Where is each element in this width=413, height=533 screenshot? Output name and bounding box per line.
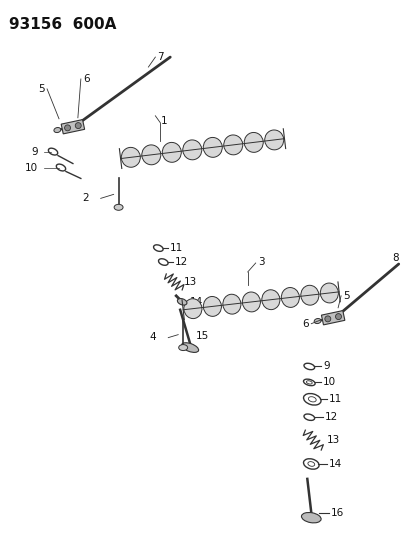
- Ellipse shape: [183, 298, 202, 319]
- Ellipse shape: [203, 138, 222, 157]
- Ellipse shape: [261, 290, 279, 310]
- Ellipse shape: [54, 127, 61, 133]
- Text: 3: 3: [257, 257, 263, 267]
- Text: 11: 11: [170, 243, 183, 253]
- Text: 10: 10: [323, 377, 335, 387]
- Text: 5: 5: [38, 84, 45, 94]
- Ellipse shape: [178, 345, 187, 351]
- Text: 9: 9: [323, 361, 329, 372]
- Circle shape: [75, 123, 81, 128]
- Polygon shape: [61, 119, 84, 134]
- Ellipse shape: [142, 145, 160, 165]
- Ellipse shape: [203, 296, 221, 317]
- Ellipse shape: [301, 513, 320, 523]
- Text: 11: 11: [328, 394, 342, 405]
- Polygon shape: [320, 311, 344, 325]
- Circle shape: [335, 313, 341, 320]
- Text: 14: 14: [328, 459, 342, 469]
- Circle shape: [324, 316, 330, 322]
- Ellipse shape: [177, 298, 187, 305]
- Text: 93156  600A: 93156 600A: [9, 17, 116, 33]
- Ellipse shape: [313, 319, 320, 324]
- Ellipse shape: [242, 292, 260, 312]
- Ellipse shape: [244, 133, 263, 152]
- Ellipse shape: [162, 142, 181, 162]
- Ellipse shape: [281, 287, 299, 308]
- Ellipse shape: [320, 283, 337, 303]
- Ellipse shape: [264, 130, 283, 150]
- Ellipse shape: [183, 140, 201, 160]
- Text: 2: 2: [82, 193, 88, 204]
- Ellipse shape: [121, 148, 140, 167]
- Circle shape: [64, 125, 70, 131]
- Text: 5: 5: [342, 291, 349, 301]
- Ellipse shape: [223, 135, 242, 155]
- Text: 13: 13: [184, 277, 197, 287]
- Text: 8: 8: [391, 253, 397, 263]
- Ellipse shape: [300, 285, 318, 305]
- Text: 6: 6: [302, 319, 309, 329]
- Text: 7: 7: [157, 52, 164, 62]
- Text: 16: 16: [330, 508, 344, 518]
- Ellipse shape: [114, 204, 123, 211]
- Text: 6: 6: [83, 74, 89, 84]
- Text: 15: 15: [196, 330, 209, 341]
- Text: 10: 10: [25, 163, 38, 173]
- Text: 12: 12: [325, 412, 338, 422]
- Text: 4: 4: [150, 332, 156, 342]
- Text: 12: 12: [175, 257, 188, 267]
- Text: 13: 13: [326, 435, 339, 445]
- Text: 9: 9: [31, 147, 38, 157]
- Ellipse shape: [181, 343, 198, 352]
- Text: 1: 1: [161, 116, 168, 126]
- Text: 14: 14: [190, 297, 203, 307]
- Ellipse shape: [222, 294, 240, 314]
